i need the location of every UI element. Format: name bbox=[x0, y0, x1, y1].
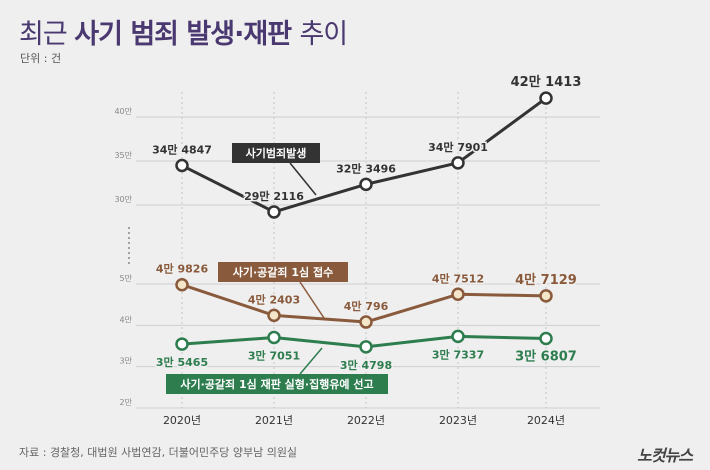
data-label: 4만 7129 bbox=[515, 272, 577, 288]
data-label: 32만 3496 bbox=[336, 161, 396, 175]
y-tick-label: 35만 bbox=[114, 151, 132, 160]
legend-occurrence-text: 사기범죄발생 bbox=[246, 146, 307, 160]
legend-received-box bbox=[218, 262, 348, 282]
data-point bbox=[359, 315, 373, 329]
data-label: 3만 7051 bbox=[248, 349, 300, 363]
x-tick-label: 2023년 bbox=[439, 414, 477, 427]
data-label: 34만 7901 bbox=[428, 140, 488, 154]
chart-title: 최근 사기 범죄 발생·재판 추이 bbox=[19, 12, 348, 51]
title-main: 사기 범죄 발생·재판 bbox=[74, 19, 300, 50]
x-tick-label: 2021년 bbox=[255, 414, 293, 427]
legend-suspended-text: 사기·공갈죄 1심 재판 실형·집행유예 선고 bbox=[180, 377, 373, 391]
y-tick-label: 4만 bbox=[120, 315, 133, 324]
data-label: 4만 9826 bbox=[156, 262, 209, 276]
data-label: 4만 796 bbox=[344, 299, 389, 313]
legend-received-text: 사기·공갈죄 1심 접수 bbox=[233, 265, 333, 279]
brand-logo: 노컷뉴스 bbox=[637, 446, 693, 465]
data-label: 42만 1413 bbox=[511, 74, 582, 90]
y-tick-label: 30만 bbox=[114, 195, 132, 204]
axis-break-dot bbox=[127, 241, 131, 245]
data-point bbox=[267, 308, 281, 323]
axis-break-dot bbox=[127, 231, 131, 235]
data-label: 4만 2403 bbox=[248, 292, 300, 306]
data-point bbox=[451, 156, 465, 170]
axis-break-dot bbox=[127, 261, 131, 265]
legend-received-leader bbox=[299, 281, 325, 319]
data-point bbox=[175, 337, 189, 351]
data-point bbox=[451, 287, 465, 302]
data-point bbox=[175, 158, 189, 173]
source-note: 자료 : 경찰청, 대법원 사법연감, 더불어민주당 양부남 의원실 bbox=[19, 446, 298, 459]
y-tick-label: 5만 bbox=[120, 274, 133, 283]
y-tick-label: 2만 bbox=[120, 398, 133, 407]
axis-break-dot bbox=[127, 251, 131, 255]
data-point bbox=[359, 340, 373, 354]
x-tick-label: 2024년 bbox=[527, 414, 565, 427]
data-label: 3만 6807 bbox=[515, 349, 577, 365]
legend-occurrence-box bbox=[232, 143, 320, 163]
data-label: 4만 7512 bbox=[432, 271, 484, 285]
data-point bbox=[539, 289, 553, 303]
data-point bbox=[175, 277, 189, 292]
y-tick-label: 3만 bbox=[120, 357, 133, 366]
axis-break-dot bbox=[127, 256, 131, 260]
data-label: 29만 2116 bbox=[244, 189, 304, 203]
legend-occurrence-leader bbox=[289, 162, 317, 196]
data-point bbox=[539, 331, 553, 346]
data-label: 3만 7337 bbox=[432, 347, 484, 361]
unit-label: 단위 : 건 bbox=[20, 52, 62, 65]
title-suffix: 추이 bbox=[299, 19, 348, 50]
data-label: 34만 4847 bbox=[152, 143, 212, 157]
x-tick-label: 2020년 bbox=[163, 414, 201, 427]
title-prefix: 최근 bbox=[19, 19, 75, 50]
data-label: 3만 5465 bbox=[156, 355, 208, 369]
y-tick-label: 40만 bbox=[114, 107, 132, 116]
data-point bbox=[267, 205, 281, 219]
data-label: 3만 4798 bbox=[340, 358, 392, 372]
x-tick-label: 2022년 bbox=[347, 414, 385, 427]
axis-break-dot bbox=[127, 246, 131, 250]
axis-break-dot bbox=[127, 226, 131, 230]
axis-break-dot bbox=[127, 236, 131, 240]
data-point bbox=[359, 177, 373, 192]
data-point bbox=[451, 329, 465, 344]
data-point bbox=[539, 91, 553, 105]
legend-suspended-box bbox=[166, 374, 388, 394]
legend-suspended-leader bbox=[299, 347, 323, 375]
data-point bbox=[267, 330, 281, 345]
